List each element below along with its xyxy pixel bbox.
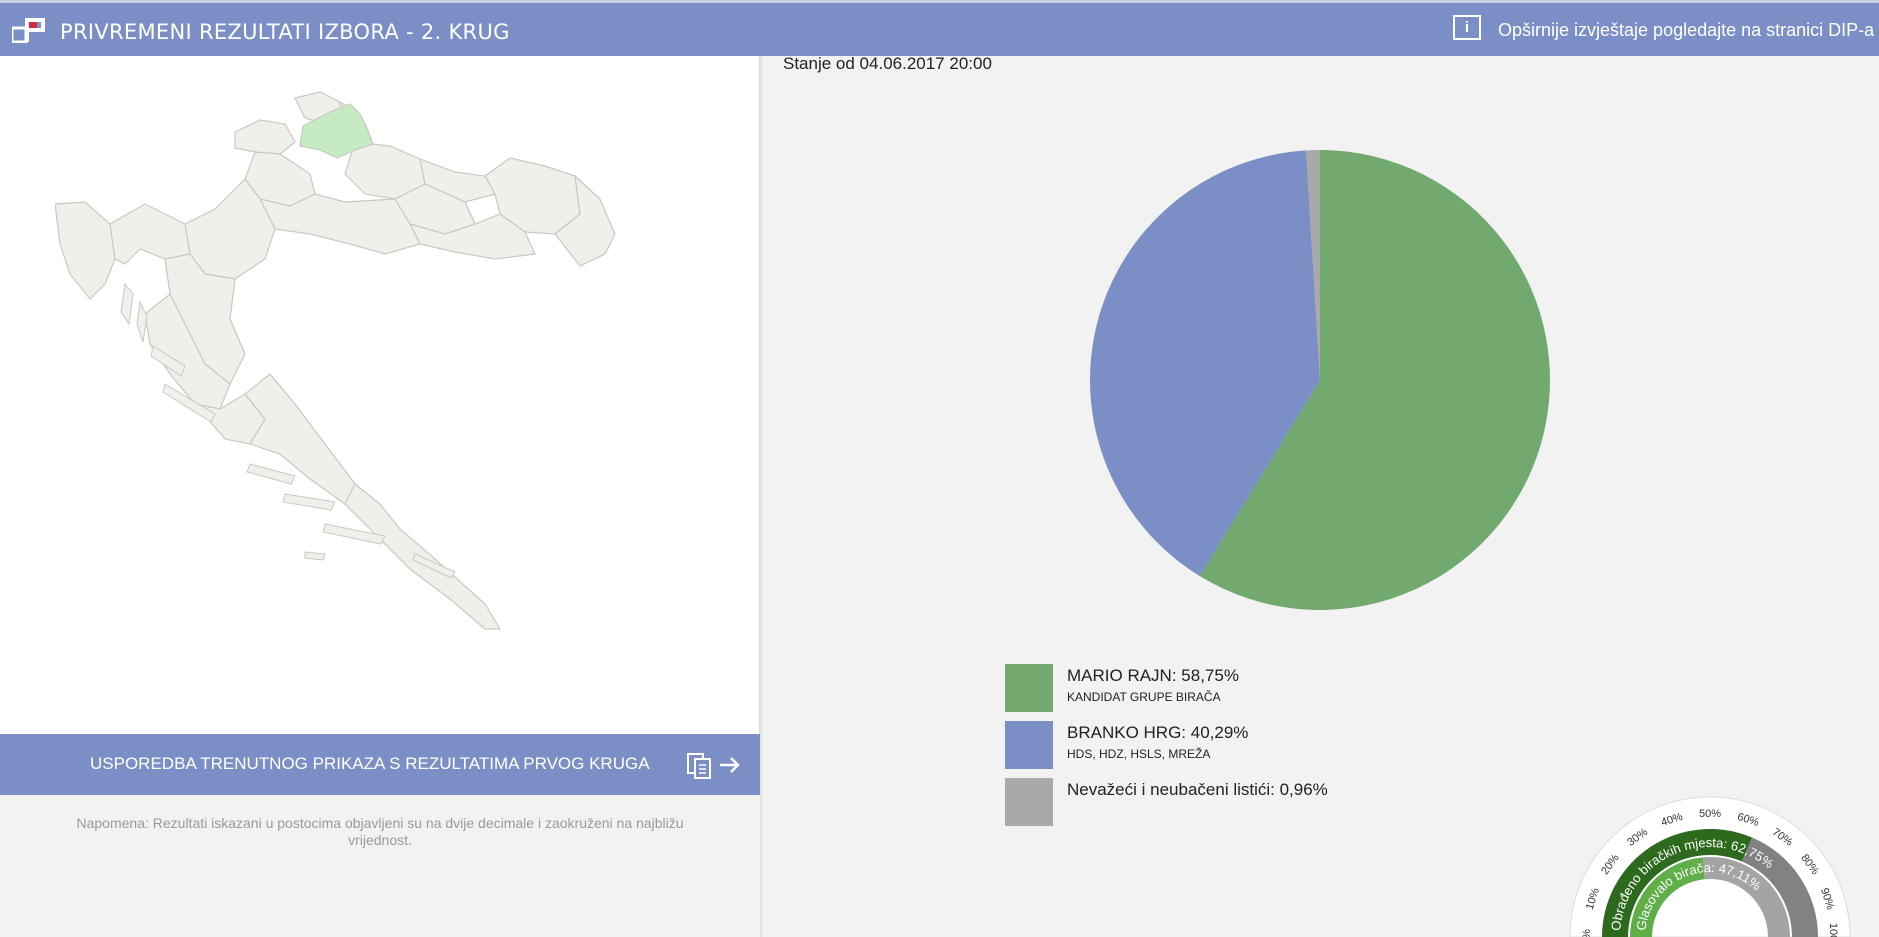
dip-logo-icon (12, 18, 45, 43)
gauge-processed-bar (1602, 829, 1753, 937)
legend-swatch (1005, 664, 1053, 712)
map-region-split[interactable] (244, 373, 356, 505)
map-region-sisak[interactable] (258, 193, 421, 255)
status-timestamp: Stanje od 04.06.2017 20:00 (783, 54, 992, 73)
legend-sublabel: HDS, HDZ, HSLS, MREŽA (1067, 747, 1211, 761)
progress-gauge: 0%10%20%30%40% 50% 60%70%80%90%100%Obrađen… (1569, 796, 1851, 937)
legend-label: BRANKO HRG: 40,29% (1067, 723, 1249, 742)
pie-slice-rajn[interactable] (1199, 150, 1550, 610)
map-region-vukovar[interactable] (554, 174, 616, 267)
header-bar: PRIVREMENI REZULTATI IZBORA - 2. KRUG i … (0, 0, 1879, 56)
map-region-zagreb-city[interactable] (299, 103, 374, 159)
note-area: Napomena: Rezultati iskazani u postocima… (0, 795, 760, 937)
gauge-tick-label: 50% (1699, 808, 1721, 820)
legend-sublabel: KANDIDAT GRUPE BIRAČA (1067, 690, 1221, 704)
legend-item-rajn: MARIO RAJN: 58,75% KANDIDAT GRUPE BIRAČA (1005, 664, 1405, 721)
legend-label: MARIO RAJN: 58,75% (1067, 666, 1239, 685)
legend-item-invalid: Nevažeći i neubačeni listići: 0,96% (1005, 778, 1405, 835)
results-pie-chart (1090, 150, 1550, 610)
map-region-primorje[interactable] (109, 203, 191, 265)
pie-slice-hrg[interactable] (1090, 150, 1320, 577)
panel-divider (759, 56, 763, 937)
results-legend: MARIO RAJN: 58,75% KANDIDAT GRUPE BIRAČA… (1005, 664, 1405, 835)
gauge-processed-rest (1741, 837, 1818, 937)
compare-label: USPOREDBA TRENUTNOG PRIKAZA S REZULTATIM… (90, 754, 650, 773)
legend-item-hrg: BRANKO HRG: 40,29% HDS, HDZ, HSLS, MREŽA (1005, 721, 1405, 778)
gauge-turnout-bar (1630, 857, 1705, 937)
legend-label: Nevažeći i neubačeni listići: 0,96% (1067, 780, 1328, 799)
legend-swatch (1005, 721, 1053, 769)
map-region-krapina[interactable] (234, 119, 296, 155)
pie-slice-invalid[interactable] (1306, 150, 1320, 380)
map-region-brod[interactable] (408, 213, 536, 260)
info-icon[interactable]: i (1453, 15, 1481, 40)
note-text: Napomena: Rezultati iskazani u postocima… (76, 815, 684, 848)
gauge-tick-label: 100% (1827, 923, 1839, 937)
gauge-turnout-rest (1702, 857, 1790, 937)
croatia-county-map (55, 91, 616, 630)
gauge-tick-label: 0% (1581, 929, 1593, 937)
map-region-istria[interactable] (55, 201, 116, 300)
dip-reports-link[interactable]: Opširnije izvještaje pogledajte na stran… (1498, 20, 1875, 40)
map-region-dubrovnik[interactable] (344, 483, 502, 630)
legend-swatch (1005, 778, 1053, 826)
compare-first-round-button[interactable]: USPOREDBA TRENUTNOG PRIKAZA S REZULTATIM… (0, 734, 760, 795)
page-title: PRIVREMENI REZULTATI IZBORA - 2. KRUG (60, 20, 510, 44)
copy-arrow-icon (687, 753, 740, 779)
